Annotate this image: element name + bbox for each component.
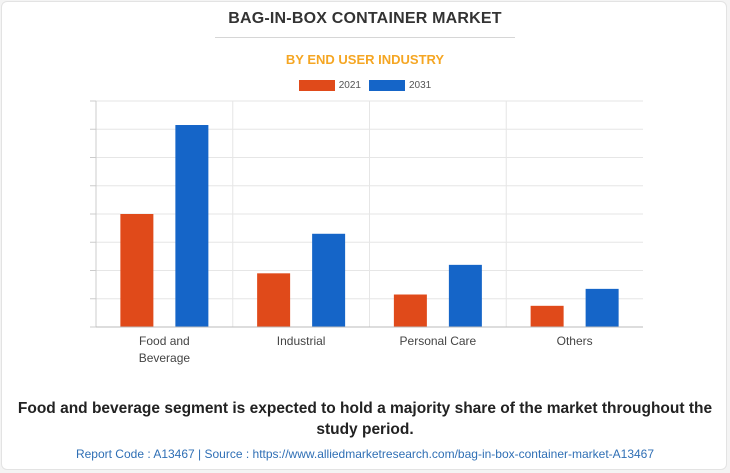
x-tick-label: Industrial (277, 334, 326, 348)
headline-text: Food and beverage segment is expected to… (17, 400, 713, 438)
legend-label-2031: 2031 (409, 80, 432, 91)
x-tick-label: Personal Care (400, 334, 477, 348)
legend-swatch-2021 (298, 80, 335, 91)
bar-2031-others (585, 288, 619, 327)
chart-subtitle: BY END USER INDUSTRY (285, 52, 445, 67)
bar-chart: Food and Beverage Industrial Personal Care O… (90, 100, 643, 365)
legend-item-2031[interactable]: 2031 (369, 80, 431, 91)
legend-label-2021: 2021 (338, 80, 361, 91)
chart-legend: 2021 2031 (0, 80, 730, 91)
bar-2031-food-and-beverage (175, 125, 209, 327)
bar-2031-industrial (312, 233, 346, 327)
bar-2021-food-and-beverage (120, 214, 154, 327)
title-divider (215, 37, 515, 38)
bar-2031-personal-care (448, 264, 482, 327)
bar-2021-industrial (257, 273, 291, 327)
x-tick-label: Others (557, 334, 593, 348)
x-tick-label: Food and Beverage (139, 334, 191, 365)
chart-title: BAG-IN-BOX CONTAINER MARKET (228, 10, 502, 27)
bar-2021-others (530, 305, 564, 327)
source-footer[interactable]: Report Code : A13467 | Source : https://… (75, 447, 655, 461)
legend-swatch-2031 (369, 80, 405, 91)
legend-item-2021[interactable]: 2021 (298, 80, 361, 91)
bar-2021-personal-care (393, 294, 427, 327)
